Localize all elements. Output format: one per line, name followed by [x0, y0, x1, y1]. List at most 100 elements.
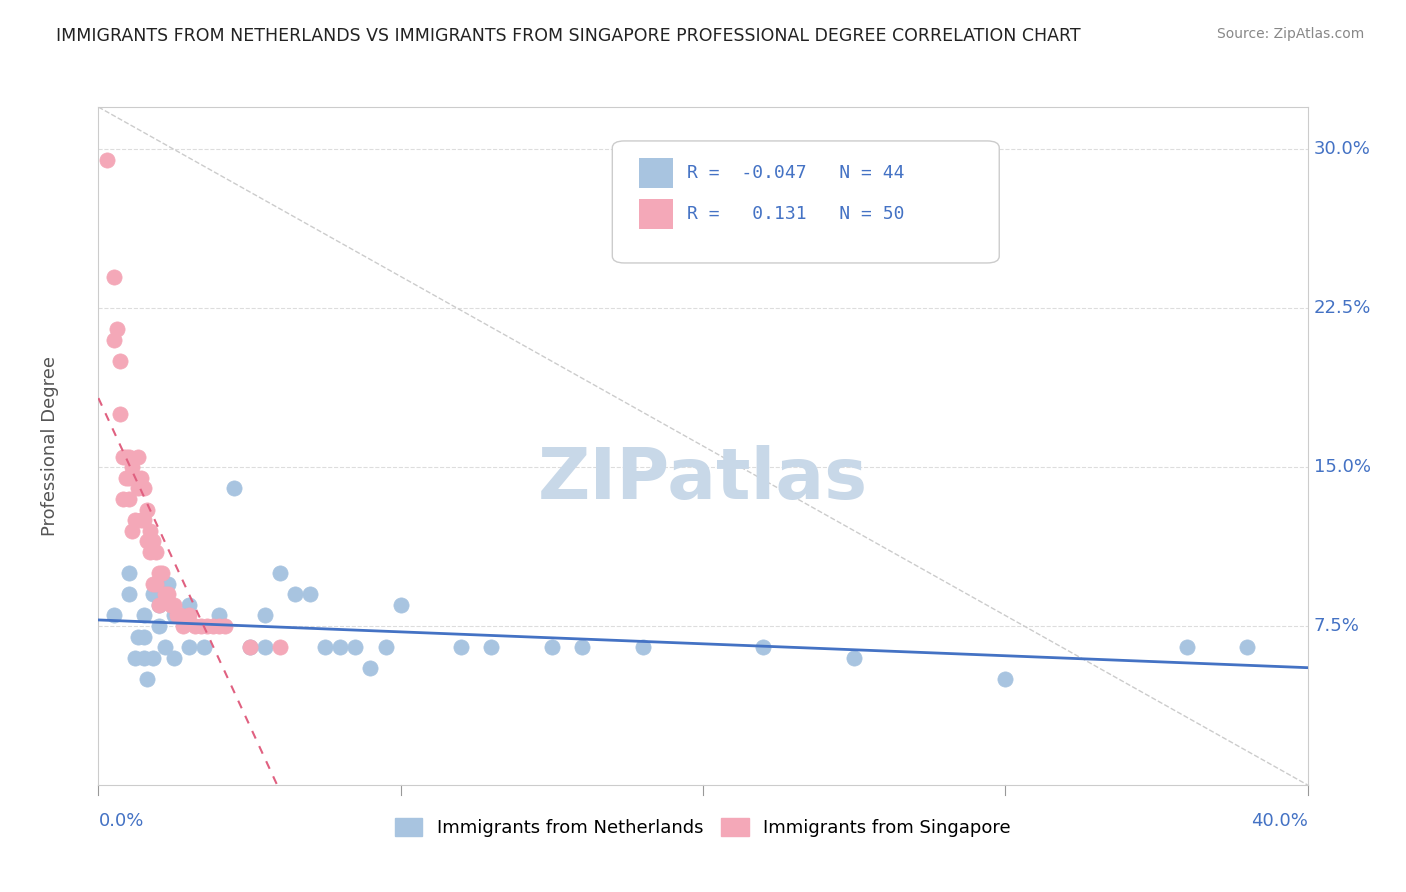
Point	[752, 640, 775, 655]
Point	[96, 153, 118, 167]
Point	[156, 587, 179, 601]
Point	[135, 502, 157, 516]
Text: ZIPatlas: ZIPatlas	[538, 445, 868, 515]
Text: 15.0%: 15.0%	[1313, 458, 1371, 476]
Point	[132, 513, 155, 527]
Point	[129, 471, 152, 485]
Point	[118, 471, 141, 485]
Point	[142, 534, 165, 549]
Point	[540, 640, 562, 655]
Point	[127, 482, 149, 496]
Point	[374, 640, 396, 655]
Point	[269, 640, 291, 655]
Point	[148, 598, 170, 612]
Text: 40.0%: 40.0%	[1251, 812, 1308, 830]
Text: 22.5%: 22.5%	[1313, 300, 1371, 318]
Point	[145, 545, 167, 559]
Point	[631, 640, 654, 655]
Point	[148, 598, 170, 612]
Point	[103, 269, 125, 284]
Point	[163, 608, 186, 623]
Point	[344, 640, 367, 655]
Point	[118, 450, 141, 464]
Point	[124, 513, 146, 527]
Point	[142, 651, 165, 665]
Point	[129, 513, 152, 527]
Point	[121, 524, 143, 538]
Point	[118, 491, 141, 506]
FancyBboxPatch shape	[638, 158, 673, 188]
Point	[145, 576, 167, 591]
Point	[360, 661, 382, 675]
Point	[1236, 640, 1258, 655]
Point	[571, 640, 593, 655]
Point	[239, 640, 262, 655]
Point	[124, 471, 146, 485]
Point	[121, 460, 143, 475]
FancyBboxPatch shape	[638, 199, 673, 229]
Text: Source: ZipAtlas.com: Source: ZipAtlas.com	[1216, 27, 1364, 41]
Point	[1175, 640, 1198, 655]
Point	[184, 619, 207, 633]
Point	[389, 598, 412, 612]
Point	[160, 598, 183, 612]
Point	[239, 640, 262, 655]
Point	[156, 576, 179, 591]
Point	[195, 619, 218, 633]
FancyBboxPatch shape	[613, 141, 1000, 263]
Point	[103, 608, 125, 623]
Point	[179, 608, 201, 623]
Point	[127, 630, 149, 644]
Point	[190, 619, 212, 633]
Point	[111, 450, 134, 464]
Point	[844, 651, 866, 665]
Point	[253, 640, 276, 655]
Point	[124, 651, 146, 665]
Point	[132, 608, 155, 623]
Point	[153, 587, 176, 601]
Text: 7.5%: 7.5%	[1313, 617, 1360, 635]
Point	[172, 619, 194, 633]
Point	[118, 587, 141, 601]
Text: R =  -0.047   N = 44: R = -0.047 N = 44	[688, 164, 905, 183]
Point	[163, 651, 186, 665]
Point	[139, 545, 162, 559]
Text: 30.0%: 30.0%	[1313, 140, 1371, 159]
Point	[142, 587, 165, 601]
Point	[114, 471, 136, 485]
Point	[114, 450, 136, 464]
Point	[202, 619, 225, 633]
Point	[208, 619, 231, 633]
Point	[135, 672, 157, 686]
Point	[214, 619, 236, 633]
Point	[253, 608, 276, 623]
Point	[139, 524, 162, 538]
Point	[163, 598, 186, 612]
Point	[299, 587, 322, 601]
Point	[132, 630, 155, 644]
Point	[314, 640, 336, 655]
Point	[111, 491, 134, 506]
Point	[132, 651, 155, 665]
Text: 0.0%: 0.0%	[98, 812, 143, 830]
Point	[179, 598, 201, 612]
Point	[450, 640, 472, 655]
Point	[108, 354, 131, 368]
Point	[166, 608, 188, 623]
Point	[994, 672, 1017, 686]
Point	[118, 566, 141, 581]
Text: Professional Degree: Professional Degree	[41, 356, 59, 536]
Point	[127, 450, 149, 464]
Point	[142, 576, 165, 591]
Legend: Immigrants from Netherlands, Immigrants from Singapore: Immigrants from Netherlands, Immigrants …	[395, 818, 1011, 837]
Point	[135, 534, 157, 549]
Point	[148, 566, 170, 581]
Point	[108, 407, 131, 421]
Point	[132, 482, 155, 496]
Text: IMMIGRANTS FROM NETHERLANDS VS IMMIGRANTS FROM SINGAPORE PROFESSIONAL DEGREE COR: IMMIGRANTS FROM NETHERLANDS VS IMMIGRANT…	[56, 27, 1081, 45]
Point	[169, 608, 191, 623]
Point	[481, 640, 503, 655]
Point	[224, 482, 246, 496]
Point	[284, 587, 307, 601]
Text: R =   0.131   N = 50: R = 0.131 N = 50	[688, 205, 905, 223]
